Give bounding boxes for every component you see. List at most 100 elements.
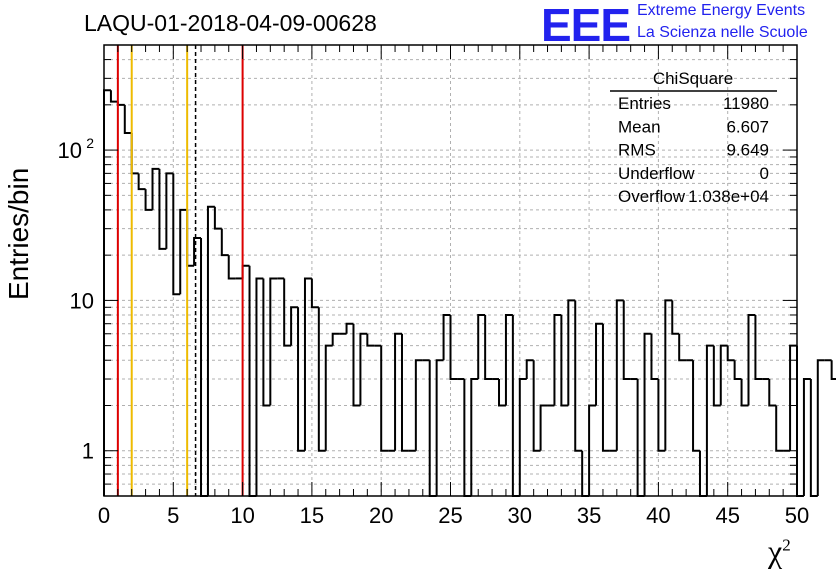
histogram-bin bbox=[498, 379, 506, 407]
eee-logo-mark: EEE bbox=[541, 0, 631, 51]
histogram-bin bbox=[567, 299, 576, 406]
histogram-bin bbox=[317, 307, 326, 452]
histogram-bin bbox=[290, 306, 299, 346]
histogram-bin bbox=[345, 322, 354, 334]
histogram-bin bbox=[172, 173, 181, 296]
stats-row-value: 9.649 bbox=[726, 141, 769, 160]
histogram-bin bbox=[615, 299, 624, 451]
stats-box: ChiSquare Entries 11980 Mean 6.607 RMS 9.649 Un… bbox=[610, 69, 777, 206]
histogram-bin bbox=[303, 277, 312, 451]
histogram-bin bbox=[380, 345, 389, 452]
histogram-bin bbox=[789, 344, 797, 451]
histogram-bin bbox=[193, 237, 202, 266]
histogram-bin bbox=[428, 360, 437, 497]
histogram-bin bbox=[331, 332, 340, 346]
histogram-bin bbox=[802, 378, 811, 496]
histogram-bin bbox=[692, 360, 700, 452]
histogram-bin bbox=[144, 189, 153, 211]
x-tick-label: 0 bbox=[98, 503, 110, 528]
y-tick-label: 1 bbox=[82, 439, 94, 464]
histogram-bin bbox=[636, 379, 645, 497]
histogram-bin bbox=[116, 101, 125, 106]
histogram-bin bbox=[109, 90, 118, 103]
x-tick-label: 5 bbox=[167, 503, 179, 528]
histogram-bin bbox=[220, 228, 229, 257]
x-axis-label-exponent: 2 bbox=[782, 535, 791, 555]
histogram-bin bbox=[165, 172, 174, 249]
stats-row-label: Mean bbox=[618, 117, 661, 136]
histogram-bin bbox=[241, 264, 250, 279]
histogram-bin bbox=[442, 313, 451, 361]
y-tick-label: 10 bbox=[70, 288, 94, 313]
histogram-bin bbox=[768, 379, 777, 407]
histogram-bin bbox=[414, 359, 423, 451]
stats-row-value: 11980 bbox=[723, 94, 769, 113]
histogram-bin bbox=[179, 208, 188, 295]
histogram-bin bbox=[297, 307, 305, 452]
stats-row-value: 1.038e+04 bbox=[688, 187, 769, 206]
stats-row-label: Entries bbox=[618, 94, 671, 113]
histogram-bin bbox=[449, 314, 458, 381]
x-axis-label-symbol: χ bbox=[768, 533, 783, 569]
logo-line-2: La Scienza nelle Scuole bbox=[637, 24, 808, 41]
x-axis-label: χ2 bbox=[768, 533, 791, 570]
histogram-bin bbox=[622, 300, 631, 381]
histogram-bin bbox=[477, 313, 486, 380]
histogram-bin bbox=[213, 206, 222, 230]
histogram-bin bbox=[705, 344, 714, 496]
histogram-bin bbox=[733, 360, 742, 381]
histogram-bin bbox=[664, 299, 673, 451]
histogram-bin bbox=[103, 89, 111, 496]
x-tick-label: 15 bbox=[300, 503, 324, 528]
stats-row-label: Overflow bbox=[618, 187, 686, 206]
histogram-bin bbox=[740, 379, 749, 407]
x-tick-label: 35 bbox=[577, 503, 601, 528]
histogram-bin bbox=[518, 378, 527, 496]
histogram-bin bbox=[747, 313, 756, 406]
histogram-bin bbox=[574, 300, 583, 452]
histogram-bin bbox=[719, 344, 728, 406]
histogram-bin bbox=[671, 300, 680, 335]
histogram-bin bbox=[130, 132, 139, 175]
histogram-bin bbox=[504, 313, 513, 406]
histogram-bin bbox=[525, 359, 534, 380]
histogram-bin bbox=[484, 314, 493, 381]
stats-row-value: 0 bbox=[760, 164, 769, 183]
histogram-bin bbox=[400, 333, 409, 452]
histogram-bin bbox=[463, 379, 472, 497]
histogram-bin bbox=[435, 359, 444, 496]
y-tick-label: 10 bbox=[58, 138, 82, 163]
histogram-bin bbox=[186, 209, 195, 267]
logo-line-1: Extreme Energy Events bbox=[637, 2, 806, 19]
histogram-bin bbox=[830, 360, 836, 381]
x-tick-label: 50 bbox=[785, 503, 809, 528]
x-ticks bbox=[103, 45, 798, 496]
histogram-bin bbox=[539, 404, 548, 451]
y-ticks bbox=[104, 59, 797, 485]
histogram-bin bbox=[262, 278, 271, 407]
x-tick-label: 10 bbox=[230, 503, 254, 528]
histogram-bin bbox=[657, 379, 666, 452]
histogram-bin bbox=[137, 173, 146, 191]
histogram-bin bbox=[678, 333, 687, 362]
histogram-bin bbox=[595, 322, 603, 406]
histogram-bin bbox=[553, 313, 562, 406]
histogram-bin bbox=[206, 205, 215, 496]
stats-row-value: 6.607 bbox=[726, 117, 769, 136]
histogram-bin bbox=[123, 104, 132, 134]
histogram-bin bbox=[726, 345, 735, 362]
histogram-bin bbox=[352, 323, 361, 407]
histogram-bin bbox=[324, 344, 333, 451]
histogram-bin bbox=[470, 378, 479, 496]
y-axis-label: Entries/bin bbox=[3, 167, 34, 300]
histogram-bin bbox=[394, 332, 402, 451]
x-tick-label: 30 bbox=[508, 503, 532, 528]
histogram-bin bbox=[359, 332, 368, 406]
histogram-bin bbox=[754, 314, 763, 381]
histogram-bin bbox=[712, 345, 721, 407]
histogram-bin bbox=[816, 359, 825, 496]
histogram-bin bbox=[227, 255, 236, 280]
histogram-bin bbox=[601, 323, 610, 452]
y-tick-label-exponent: 2 bbox=[86, 135, 94, 151]
